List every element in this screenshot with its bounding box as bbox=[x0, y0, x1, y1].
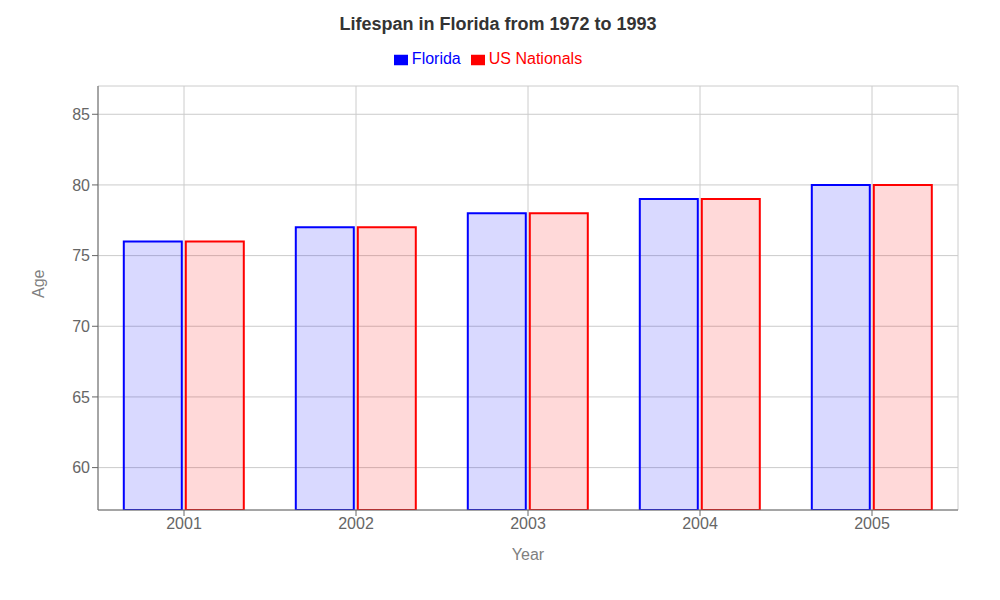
svg-text:75: 75 bbox=[72, 247, 90, 264]
svg-text:85: 85 bbox=[72, 106, 90, 123]
html-text:Florida: Florida bbox=[411, 50, 461, 67]
svg-text:70: 70 bbox=[72, 318, 90, 335]
svg-text:80: 80 bbox=[72, 177, 90, 194]
svg-text:2005: 2005 bbox=[854, 515, 890, 532]
svg-text:60: 60 bbox=[72, 459, 90, 476]
html-text:Lifespan in Florida from 1972: Lifespan in Florida from 1972 to 1993 bbox=[339, 14, 657, 34]
svg-text:2003: 2003 bbox=[510, 515, 546, 532]
svg-text:65: 65 bbox=[72, 389, 90, 406]
svg-text:2004: 2004 bbox=[682, 515, 718, 532]
html-text:US Nationals: US Nationals bbox=[488, 50, 583, 67]
svg-text:Year: Year bbox=[512, 546, 545, 563]
svg-text:2001: 2001 bbox=[166, 515, 202, 532]
svg-text:2002: 2002 bbox=[338, 515, 374, 532]
svg-text:Age: Age bbox=[30, 269, 47, 298]
